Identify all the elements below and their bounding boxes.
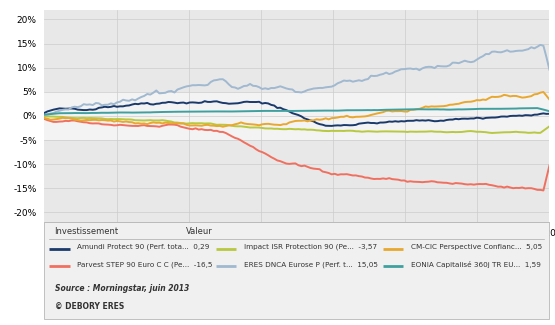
FancyBboxPatch shape bbox=[44, 222, 549, 318]
Text: Valeur: Valeur bbox=[186, 227, 213, 236]
Text: EONIA Capitalisé 360j TR EU...  1,59: EONIA Capitalisé 360j TR EU... 1,59 bbox=[411, 261, 541, 268]
Text: Impact ISR Protection 90 (Pe...  -3,57: Impact ISR Protection 90 (Pe... -3,57 bbox=[244, 244, 377, 251]
Text: Parvest STEP 90 Euro C C (Pe...  -16,5: Parvest STEP 90 Euro C C (Pe... -16,5 bbox=[77, 261, 213, 268]
Text: Investissement: Investissement bbox=[54, 227, 119, 236]
Text: © DEBORY ERES: © DEBORY ERES bbox=[54, 302, 124, 311]
Text: CM-CIC Perspective Confianc...  5,05: CM-CIC Perspective Confianc... 5,05 bbox=[411, 244, 542, 251]
Bar bbox=[44, 92, 549, 140]
Text: Source : Morningstar, juin 2013: Source : Morningstar, juin 2013 bbox=[54, 284, 189, 293]
Text: Amundi Protect 90 (Perf. tota...  0,29: Amundi Protect 90 (Perf. tota... 0,29 bbox=[77, 244, 210, 251]
Text: ERES DNCA Eurose P (Perf. t...  15,05: ERES DNCA Eurose P (Perf. t... 15,05 bbox=[244, 261, 378, 268]
